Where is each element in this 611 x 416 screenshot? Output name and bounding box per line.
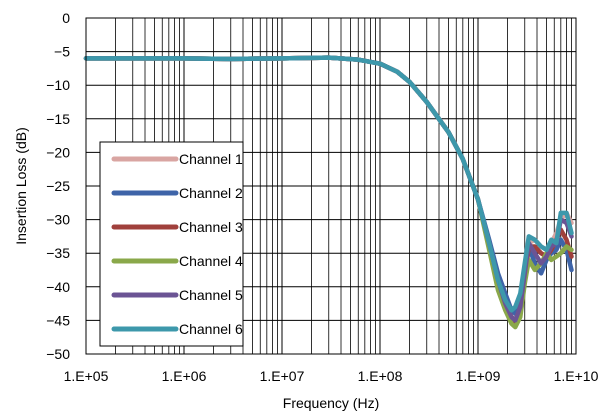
y-tick-label: −15	[46, 111, 70, 127]
x-axis-title: Frequency (Hz)	[283, 395, 379, 411]
tick-labels: 1.E+05 1.E+06 1.E+07 1.E+08 1.E+09 1.E+10 0 −5 −…	[46, 10, 598, 384]
legend-label: Channel 6	[179, 321, 243, 337]
legend-label: Channel 3	[179, 219, 243, 235]
x-tick-label: 1.E+06	[162, 368, 207, 384]
legend-label: Channel 2	[179, 185, 243, 201]
y-tick-label: −40	[46, 279, 70, 295]
plot-area-frame	[85, 17, 577, 355]
x-tick-label: 1.E+05	[64, 368, 109, 384]
series-lines	[83, 55, 574, 330]
y-tick-label: −10	[46, 77, 70, 93]
series-line-channel-6	[83, 55, 574, 313]
legend-label: Channel 5	[179, 287, 243, 303]
y-tick-label: −25	[46, 178, 70, 194]
y-tick-label: −30	[46, 212, 70, 228]
x-tick-label: 1.E+08	[358, 368, 403, 384]
y-tick-label: −45	[46, 312, 70, 328]
x-tick-label: 1.E+09	[456, 368, 501, 384]
legend: Channel 1 Channel 2 Channel 3 Channel 4 Chan…	[99, 141, 244, 347]
y-tick-label: −5	[54, 44, 70, 60]
legend-label: Channel 1	[179, 151, 243, 167]
x-tick-label: 1.E+10	[554, 368, 599, 384]
y-tick-label: −35	[46, 245, 70, 261]
y-tick-label: 0	[62, 10, 70, 26]
y-tick-label: −50	[46, 346, 70, 362]
legend-label: Channel 4	[179, 253, 243, 269]
x-tick-label: 1.E+07	[260, 368, 305, 384]
y-axis-title: Insertion Loss (dB)	[13, 127, 29, 245]
legend-box	[99, 141, 244, 347]
y-tick-label: −20	[46, 144, 70, 160]
